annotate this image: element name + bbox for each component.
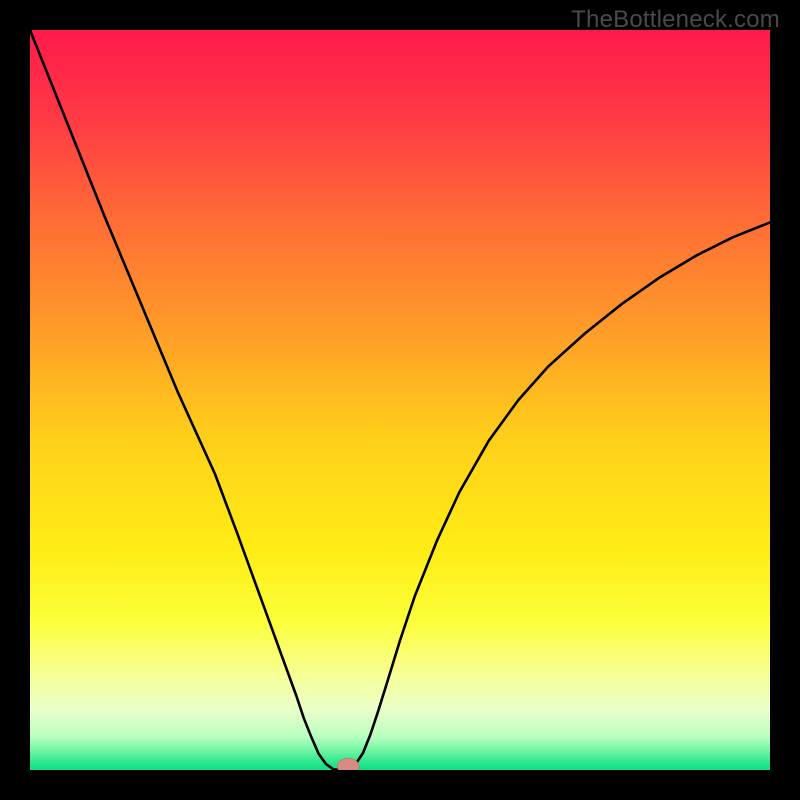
bottleneck-curve <box>30 30 770 770</box>
optimal-point-marker <box>337 758 359 770</box>
outer-frame: TheBottleneck.com <box>0 0 800 800</box>
plot-area <box>30 30 770 770</box>
